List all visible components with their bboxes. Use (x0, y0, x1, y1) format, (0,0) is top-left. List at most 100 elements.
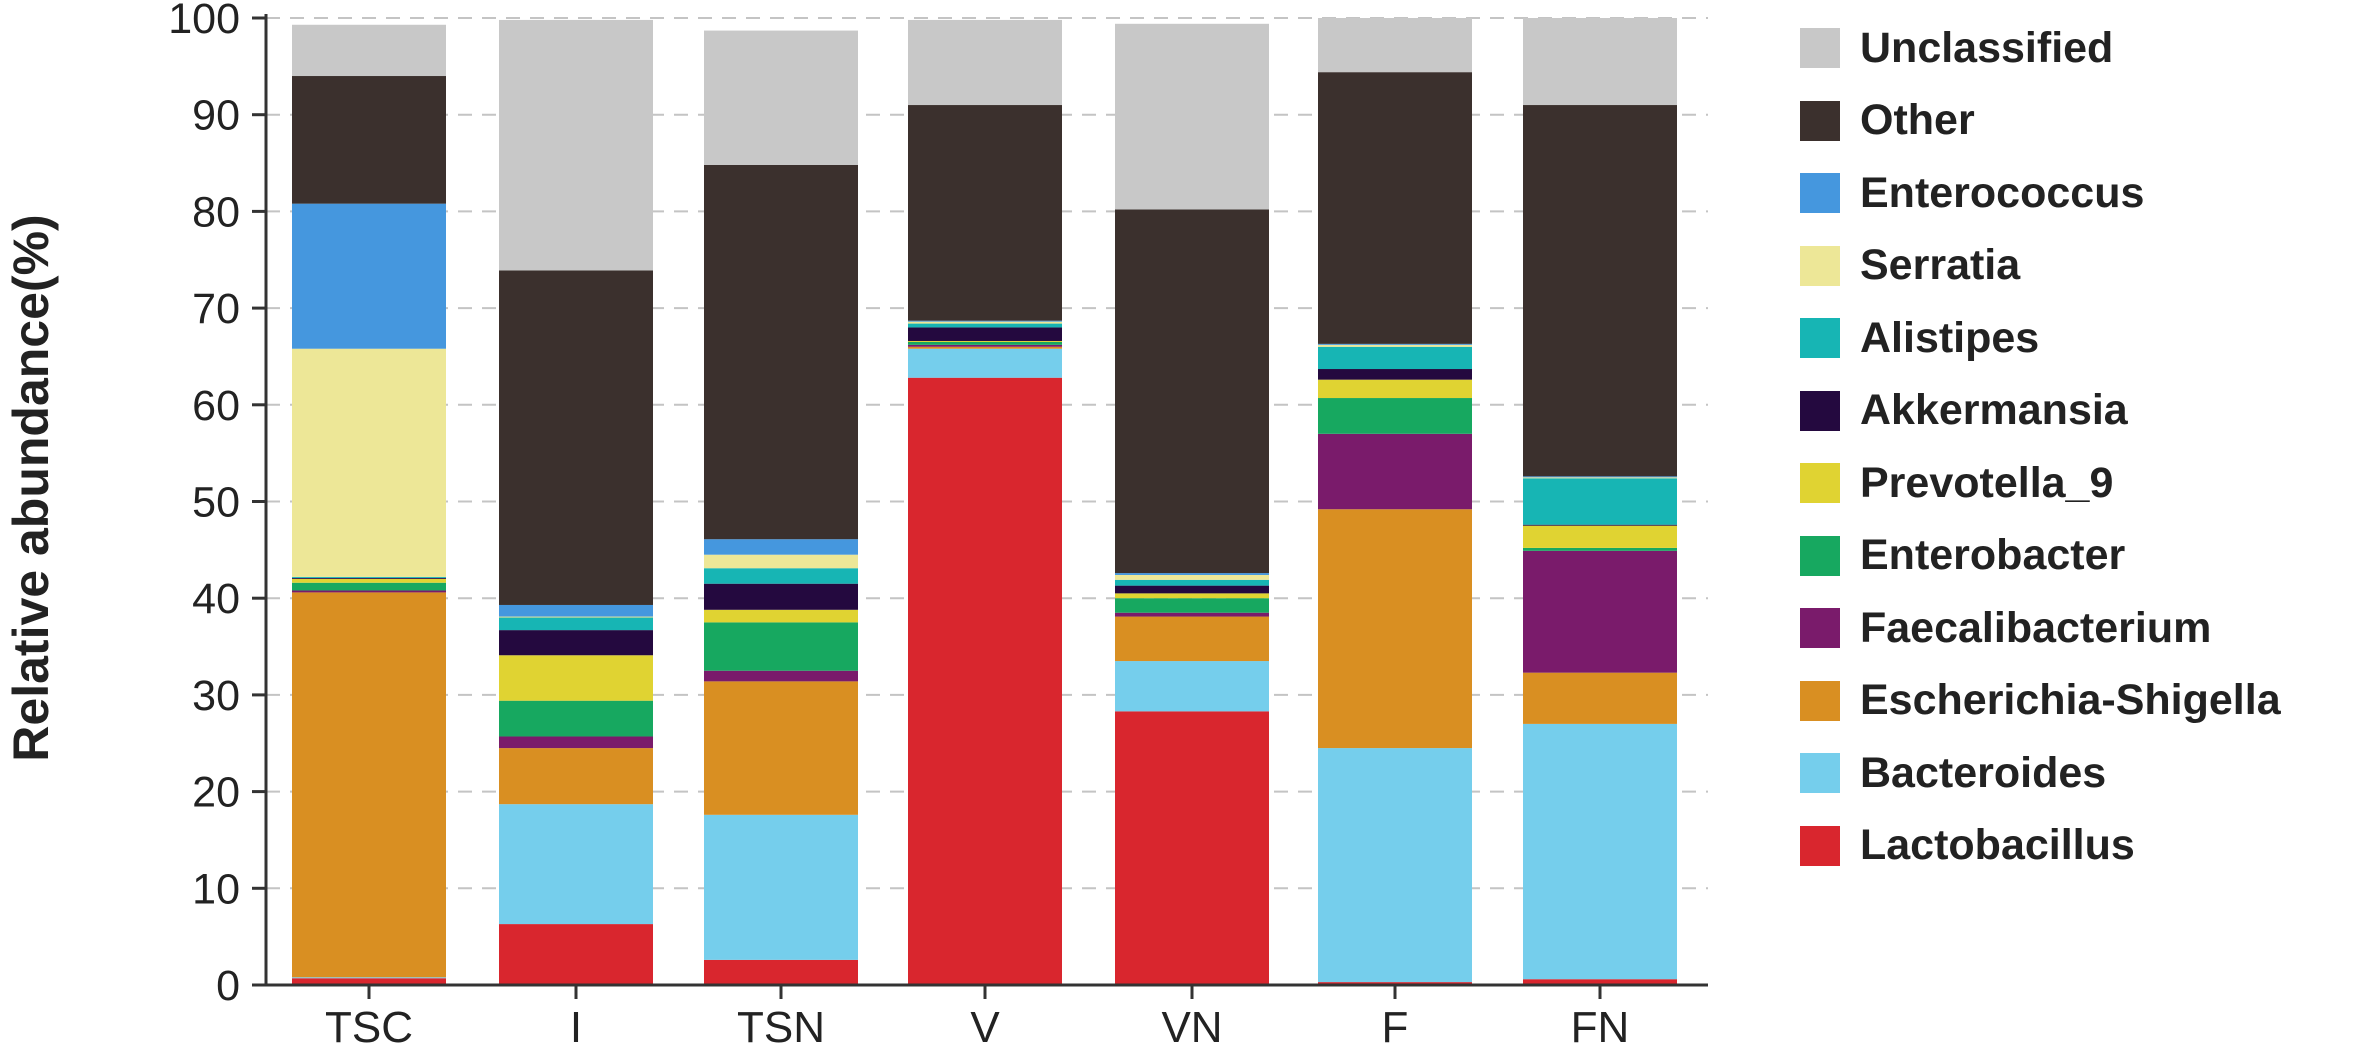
y-tick-label: 40 (192, 575, 240, 623)
bar-segment-unclassified (1523, 18, 1677, 106)
y-tick-label: 10 (192, 865, 240, 913)
bar-segment-prevotella-9 (704, 609, 858, 623)
bar-segment-faecalibacterium (704, 670, 858, 682)
bar-segment-serratia (499, 616, 653, 618)
legend-swatch (1800, 100, 1840, 141)
legend-item: Faecalibacterium (1800, 592, 2281, 665)
y-tick-label: 50 (192, 479, 240, 527)
bar-segment-escherichia-shigella (499, 748, 653, 805)
legend-label: Escherichia-Shigella (1860, 676, 2281, 725)
legend-label: Lactobacillus (1860, 821, 2135, 870)
bar-segment-enterococcus (1523, 476, 1677, 478)
legend: Unclassified Other Enterococcus Serratia Ali… (1800, 12, 2281, 882)
bar-segment-akkermansia (908, 327, 1062, 341)
bar-segment-unclassified (292, 24, 446, 77)
bar-segment-faecalibacterium (1318, 433, 1472, 510)
y-tick-label: 0 (216, 962, 240, 1010)
bar-segment-unclassified (704, 30, 858, 165)
y-tick-label: 90 (192, 92, 240, 140)
bar-stack-i (499, 19, 653, 985)
bar-segment-escherichia-shigella (1115, 616, 1269, 662)
bar-segment-escherichia-shigella (1523, 672, 1677, 724)
bar-segment-alistipes (908, 323, 1062, 328)
bar-stack-fn (1523, 18, 1677, 985)
legend-item: Serratia (1800, 230, 2281, 303)
bar-segment-enterococcus (1115, 573, 1269, 575)
bar-segment-akkermansia (499, 630, 653, 656)
legend-swatch (1800, 318, 1840, 359)
legend-item: Lactobacillus (1800, 810, 2281, 883)
bar-segment-other (1115, 209, 1269, 574)
bar-segment-alistipes (499, 617, 653, 631)
bar-stack-tsc (292, 24, 446, 985)
bar-stack-f (1318, 18, 1472, 985)
legend-item: Enterobacter (1800, 520, 2281, 593)
y-tick-label: 70 (192, 285, 240, 333)
bar-segment-unclassified (1318, 18, 1472, 73)
bar-segment-alistipes (292, 576, 446, 578)
legend-swatch (1800, 825, 1840, 866)
bar-segment-escherichia-shigella (704, 681, 858, 815)
bar-segment-akkermansia (1115, 585, 1269, 594)
bar-segment-alistipes (1523, 478, 1677, 525)
bar-segment-faecalibacterium (1523, 550, 1677, 673)
legend-item: Enterococcus (1800, 157, 2281, 230)
bar-segment-alistipes (1115, 579, 1269, 586)
y-tick-label: 30 (192, 672, 240, 720)
legend-label: Prevotella_9 (1860, 458, 2114, 507)
bar-segment-other (292, 76, 446, 204)
bar-segment-serratia (704, 554, 858, 569)
x-tick-label: TSC (325, 1003, 413, 1052)
y-axis-label: Relative abundance(%) (3, 214, 59, 761)
bar-segment-bacteroides (499, 804, 653, 925)
bar-segment-serratia (1115, 574, 1269, 580)
bar-segment-other (1523, 105, 1677, 477)
x-tick-label: FN (1571, 1003, 1630, 1052)
bar-segment-serratia (1318, 344, 1472, 347)
bar-segment-unclassified (1115, 23, 1269, 210)
bar-segment-bacteroides (1115, 661, 1269, 712)
y-tick-label: 80 (192, 188, 240, 236)
bar-segment-akkermansia (292, 577, 446, 579)
legend-swatch (1800, 535, 1840, 576)
bar-segment-escherichia-shigella (1318, 509, 1472, 749)
legend-item: Other (1800, 85, 2281, 158)
y-tick-label: 60 (192, 382, 240, 430)
bar-segment-escherichia-shigella (292, 592, 446, 978)
bar-stack-v (908, 19, 1062, 985)
legend-label: Faecalibacterium (1860, 603, 2212, 652)
bar-segment-bacteroides (1523, 723, 1677, 980)
bar-segment-akkermansia (1318, 369, 1472, 380)
bar-segment-bacteroides (292, 977, 446, 979)
bar-stack-tsn (704, 30, 858, 985)
bar-segment-lactobacillus (908, 377, 1062, 985)
x-tick-label: I (570, 1003, 582, 1052)
y-ticks: 0 10 20 30 40 50 60 70 80 90 100 (168, 0, 266, 1010)
legend-item: Escherichia-Shigella (1800, 665, 2281, 738)
x-tick-label: F (1382, 1003, 1409, 1052)
bar-segment-lactobacillus (1523, 979, 1677, 985)
x-tick-label: V (970, 1003, 1000, 1052)
bar-segment-bacteroides (704, 814, 858, 960)
bar-segment-lactobacillus (292, 978, 446, 985)
bar-segment-prevotella-9 (1115, 593, 1269, 599)
bar-segment-serratia (292, 348, 446, 577)
legend-label: Other (1860, 96, 1975, 145)
legend-swatch (1800, 608, 1840, 649)
bar-segment-escherichia-shigella (908, 346, 1062, 349)
legend-swatch (1800, 463, 1840, 504)
bar-segment-unclassified (499, 19, 653, 271)
bar-segment-enterobacter (1523, 547, 1677, 551)
bar-segment-faecalibacterium (499, 736, 653, 749)
bar-segment-prevotella-9 (1523, 525, 1677, 548)
bar-segment-lactobacillus (499, 924, 653, 985)
y-tick-label: 100 (168, 0, 240, 43)
bar-segment-enterobacter (499, 700, 653, 737)
bar-segment-faecalibacterium (292, 590, 446, 593)
bars (292, 18, 1677, 985)
legend-label: Alistipes (1860, 313, 2040, 362)
x-tick-label: TSN (737, 1003, 825, 1052)
legend-swatch (1800, 173, 1840, 214)
bar-stack-vn (1115, 23, 1269, 985)
legend-label: Serratia (1860, 241, 2021, 290)
